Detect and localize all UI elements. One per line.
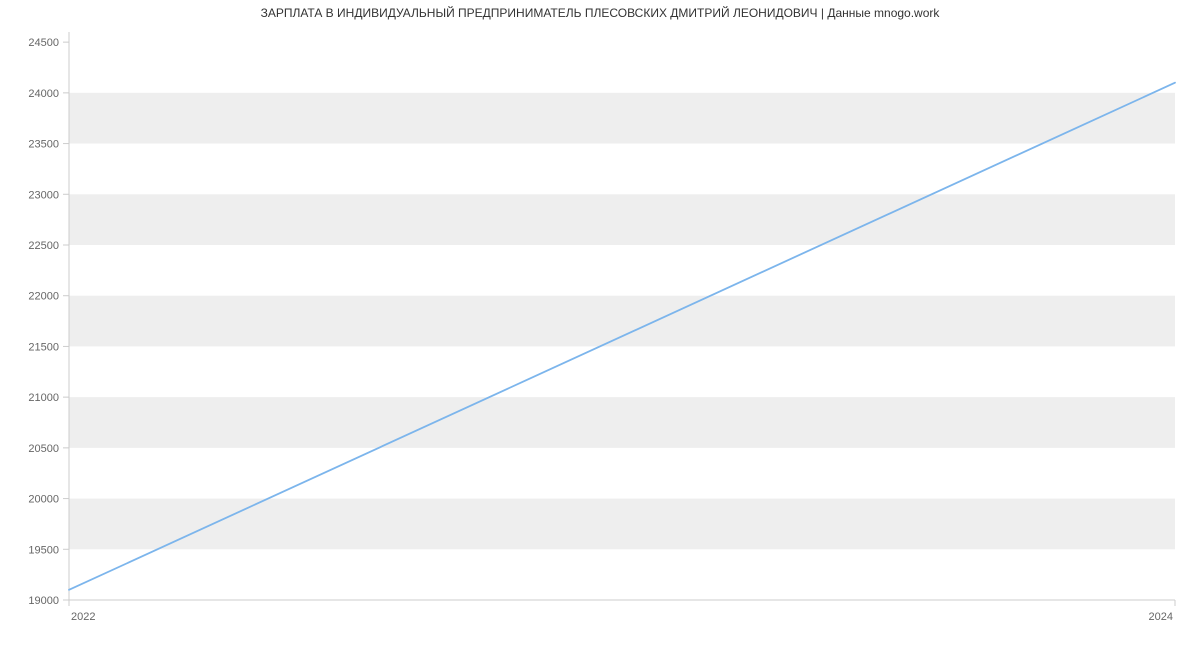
grid-band xyxy=(69,296,1175,347)
grid-band xyxy=(69,194,1175,245)
y-tick-label: 19000 xyxy=(28,595,59,607)
grid-band xyxy=(69,397,1175,448)
y-tick-label: 23000 xyxy=(28,189,59,201)
chart-svg: 19000 19500 20000 20500 21000 21500 22000 22500… xyxy=(0,0,1200,650)
y-tick-label: 20000 xyxy=(28,494,59,506)
y-tick-label: 21000 xyxy=(28,392,59,404)
salary-line-chart: ЗАРПЛАТА В ИНДИВИДУАЛЬНЫЙ ПРЕДПРИНИМАТЕЛ… xyxy=(0,0,1200,650)
y-tick-label: 23500 xyxy=(28,139,59,151)
chart-title: ЗАРПЛАТА В ИНДИВИДУАЛЬНЫЙ ПРЕДПРИНИМАТЕЛ… xyxy=(0,6,1200,20)
y-tick-label: 20500 xyxy=(28,443,59,455)
grid-band xyxy=(69,93,1175,144)
y-tick-label: 21500 xyxy=(28,341,59,353)
y-tick-label: 22500 xyxy=(28,240,59,252)
y-tick-label: 22000 xyxy=(28,291,59,303)
grid-band xyxy=(69,499,1175,550)
x-tick-label: 2024 xyxy=(1149,611,1173,623)
y-tick-label: 24000 xyxy=(28,88,59,100)
y-tick-label: 24500 xyxy=(28,37,59,49)
x-tick-label: 2022 xyxy=(71,611,95,623)
y-tick-label: 19500 xyxy=(28,544,59,556)
